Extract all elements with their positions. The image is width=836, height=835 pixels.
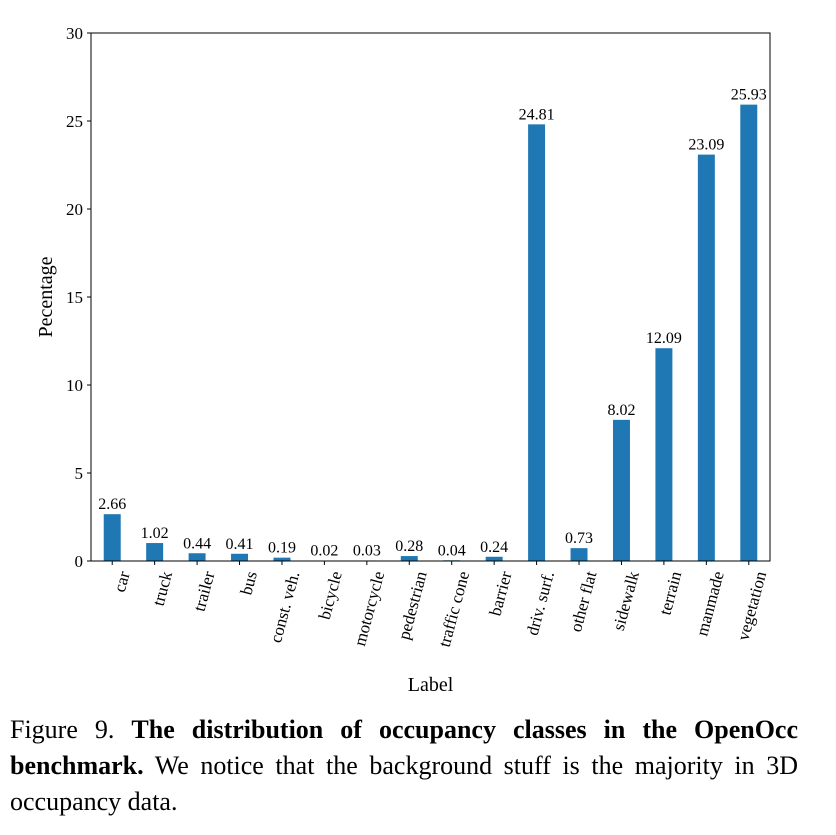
bar xyxy=(612,419,630,561)
figure-caption: Figure 9. The distribution of occupancy … xyxy=(10,712,798,820)
bar-value-label: 8.02 xyxy=(607,402,635,419)
bar-value-label: 0.28 xyxy=(395,538,423,555)
bars-group xyxy=(103,104,758,562)
bar-value-label: 0.03 xyxy=(353,542,381,559)
y-tick-label: 10 xyxy=(66,376,83,395)
bar-value-label: 0.41 xyxy=(226,536,254,553)
y-tick-label: 5 xyxy=(75,464,84,483)
caption-prefix: Figure 9. xyxy=(10,715,132,744)
x-tick-label: truck xyxy=(149,569,177,608)
bar-chart: 2.66 1.02 0.44 0.41 0.19 0.02 0.03 0.28 0.04 0.24… xyxy=(35,24,771,696)
bar-value-label: 25.93 xyxy=(731,87,767,104)
x-tick-label: trailer xyxy=(190,569,219,613)
bar-value-label: 23.09 xyxy=(688,137,724,154)
x-tick-label: traffic cone xyxy=(435,569,473,649)
value-labels-group: 2.66 1.02 0.44 0.41 0.19 0.02 0.03 0.28 0.04 0.24… xyxy=(98,87,767,560)
y-tick-label: 20 xyxy=(66,200,83,219)
x-tick-label: const. veh. xyxy=(266,569,303,645)
x-tick-label: manmade xyxy=(692,569,727,638)
bar xyxy=(570,548,588,561)
bar-value-label: 24.81 xyxy=(519,106,555,123)
bar xyxy=(231,553,249,561)
x-tick-label: motorcycle xyxy=(350,569,388,648)
y-tick-label: 25 xyxy=(66,112,83,131)
bar xyxy=(188,553,206,561)
bar xyxy=(697,154,715,561)
y-tick-label: 0 xyxy=(75,552,84,571)
bar xyxy=(528,124,546,562)
x-tick-label: car xyxy=(110,569,134,594)
x-tick-label: bus xyxy=(237,569,261,597)
bar xyxy=(400,556,418,561)
bar-value-label: 0.73 xyxy=(565,530,593,547)
bar-value-label: 2.66 xyxy=(98,496,126,513)
x-axis: car truck trailer bus const. veh. bicycle moto… xyxy=(110,561,770,649)
bar-value-label: 0.02 xyxy=(310,543,338,560)
x-tick-label: barrier xyxy=(486,569,516,618)
plot-frame xyxy=(90,32,771,562)
bar xyxy=(103,514,121,561)
bar xyxy=(740,104,758,561)
x-tick-label: bicycle xyxy=(315,569,346,621)
x-tick-label: terrain xyxy=(656,569,686,617)
y-axis-title: Pecentage xyxy=(35,256,57,337)
x-axis-title: Label xyxy=(408,674,454,696)
bar-value-label: 0.19 xyxy=(268,540,296,557)
y-tick-label: 15 xyxy=(66,288,83,307)
x-tick-label: pedestrian xyxy=(394,569,431,642)
bar xyxy=(485,556,503,561)
caption-rest: We notice that the background stuff is t… xyxy=(10,751,798,816)
x-tick-label: other flat xyxy=(566,569,600,634)
bar xyxy=(273,557,291,561)
x-tick-label: vegetation xyxy=(734,569,771,643)
bar-value-label: 12.09 xyxy=(646,330,682,347)
y-axis: 0 5 10 15 20 25 30 xyxy=(66,24,91,571)
x-tick-label: sidewalk xyxy=(609,569,643,633)
x-tick-label: driv. surf. xyxy=(523,569,558,637)
bar-value-label: 0.04 xyxy=(438,542,466,559)
bar xyxy=(655,348,673,561)
bar-value-label: 0.24 xyxy=(480,539,508,556)
caption-bold: The distribution of occupancy classes in… xyxy=(10,715,798,780)
bar-value-label: 0.44 xyxy=(183,535,211,552)
bar-value-label: 1.02 xyxy=(141,525,169,542)
y-tick-label: 30 xyxy=(66,24,83,43)
bar xyxy=(146,543,164,561)
